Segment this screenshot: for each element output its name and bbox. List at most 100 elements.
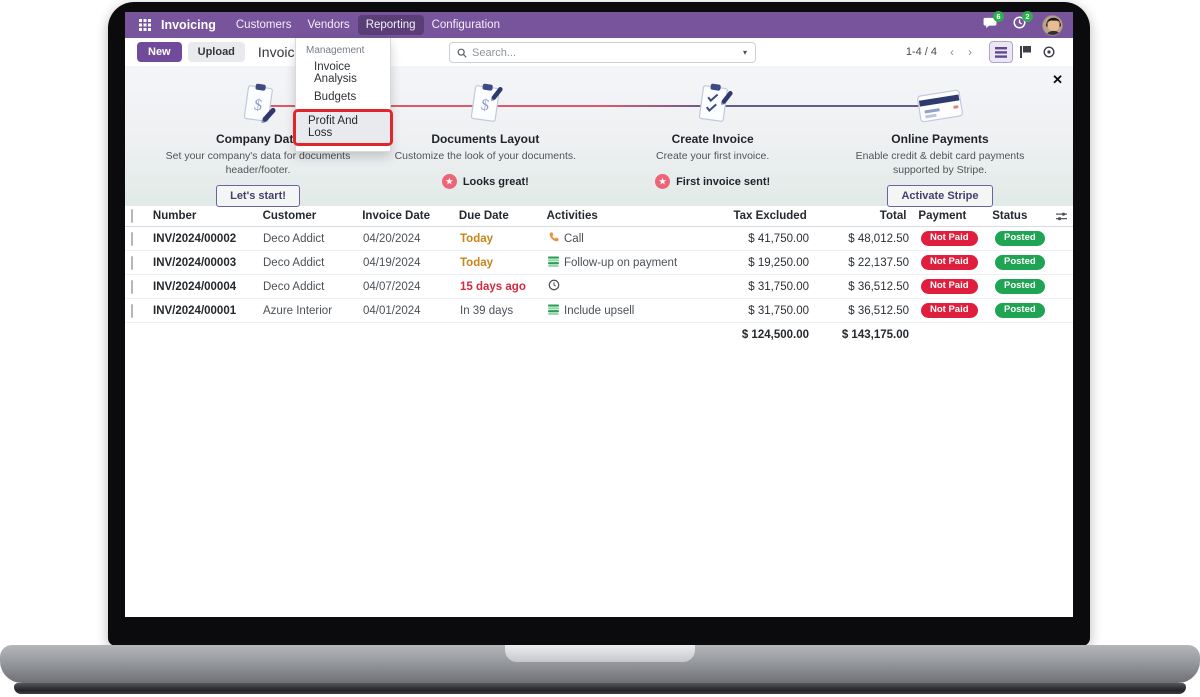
nav-menu-reporting[interactable]: Reporting <box>357 15 424 35</box>
search-caret-down-icon[interactable]: ▾ <box>742 48 747 57</box>
column-header-invoice-date[interactable]: Invoice Date <box>362 210 430 222</box>
step-title: Online Payments <box>891 132 989 146</box>
activity-cell[interactable]: Follow-up on payment <box>548 255 688 270</box>
app-name[interactable]: Invoicing <box>161 18 216 32</box>
invoice-date: 04/07/2024 <box>363 280 421 293</box>
star-icon: ★ <box>655 174 671 190</box>
reporting-dropdown-menu: Management Invoice Analysis Budgets Prof… <box>293 38 393 152</box>
annotation-highlight-box: Profit And Loss <box>293 109 393 146</box>
column-header-customer[interactable]: Customer <box>262 210 317 222</box>
new-button[interactable]: New <box>137 42 182 62</box>
activities-button[interactable]: 2 <box>1013 11 1033 34</box>
column-header-number[interactable]: Number <box>152 210 197 222</box>
table-row[interactable]: INV/2024/00002 Deco Addict 04/20/2024 To… <box>125 227 1073 251</box>
total: $ 22,137.50 <box>848 256 909 269</box>
onboarding-step-online-payments: Online Payments Enable credit & debit ca… <box>831 79 1049 207</box>
step-done-label: Looks great! <box>462 175 529 188</box>
user-avatar[interactable] <box>1042 14 1063 36</box>
column-header-payment[interactable]: Payment <box>918 210 967 222</box>
close-icon[interactable]: ✕ <box>1052 72 1063 87</box>
column-header-due-date[interactable]: Due Date <box>458 210 509 222</box>
due-date: 15 days ago <box>460 280 526 293</box>
pager-next-chevron-icon[interactable]: › <box>968 45 972 59</box>
pager: 1-4 / 4 ‹ › <box>906 42 979 62</box>
step-title: Company Data <box>215 132 301 146</box>
column-header-status[interactable]: Status <box>992 210 1028 222</box>
customer: Deco Addict <box>263 280 325 293</box>
star-icon: ★ <box>441 174 457 190</box>
status-badge: Posted <box>995 230 1045 247</box>
messages-icon <box>983 16 997 34</box>
activate-stripe-button[interactable]: Activate Stripe <box>887 184 993 207</box>
status-badge: Posted <box>995 254 1045 271</box>
search-bar[interactable]: ▾ <box>449 42 756 63</box>
phone-icon <box>548 231 559 246</box>
column-header-total[interactable]: Total <box>879 210 907 222</box>
table-row[interactable]: INV/2024/00003 Deco Addict 04/19/2024 To… <box>125 251 1073 275</box>
step-description: Customize the look of your documents. <box>394 150 577 162</box>
activity-cell[interactable]: Call <box>548 231 688 246</box>
invoice-list: Number Customer Invoice Date Due Date Ac… <box>125 206 1073 347</box>
activity-cell[interactable] <box>548 279 688 294</box>
onboarding-step-create-invoice: Create Invoice Create your first invoice… <box>604 79 822 207</box>
list-view-icon[interactable] <box>989 41 1013 63</box>
step-description: Create your first invoice. <box>656 150 770 162</box>
select-all-checkbox[interactable] <box>131 209 133 223</box>
row-checkbox[interactable] <box>131 303 133 318</box>
row-checkbox[interactable] <box>131 279 133 294</box>
column-header-tax-excluded[interactable]: Tax Excluded <box>733 210 807 222</box>
invoice-number: INV/2024/00003 <box>153 256 237 269</box>
activity-cell[interactable]: Include upsell <box>548 303 688 318</box>
kanban-view-icon[interactable] <box>1013 41 1037 63</box>
nav-menu-configuration[interactable]: Configuration <box>431 19 500 31</box>
tax-excluded: $ 31,750.00 <box>748 304 809 317</box>
laptop-bezel: Invoicing Customers Vendors Reporting Co… <box>108 2 1090 646</box>
invoice-number: INV/2024/00002 <box>153 232 237 245</box>
nav-menu-vendors[interactable]: Vendors <box>307 19 350 31</box>
laptop-base <box>0 645 1200 683</box>
messages-button[interactable]: 6 <box>983 11 1004 34</box>
activity-list-icon <box>548 303 559 318</box>
activity-view-icon[interactable] <box>1037 41 1061 63</box>
step-done-status: ★ Looks great! <box>441 174 529 190</box>
svg-text:$: $ <box>480 96 490 114</box>
customer: Azure Interior <box>263 304 333 317</box>
activity-clock-icon <box>1013 16 1026 34</box>
due-date: In 39 days <box>460 304 514 317</box>
pager-range: 1-4 / 4 <box>905 46 937 58</box>
control-panel: New Upload Invoices ⚙ ▾ 1-4 / 4 ‹ › <box>125 38 1073 66</box>
invoice-number: INV/2024/00001 <box>153 304 237 317</box>
due-date: Today <box>460 232 494 245</box>
row-checkbox[interactable] <box>131 231 133 246</box>
apps-grid-icon[interactable] <box>135 19 155 31</box>
activity-label: Include upsell <box>564 304 635 317</box>
total-amount: $ 143,175.00 <box>841 329 909 341</box>
table-row[interactable]: INV/2024/00001 Azure Interior 04/01/2024… <box>125 299 1073 323</box>
activity-label: Call <box>564 232 584 245</box>
step-connector-line <box>253 105 945 107</box>
status-badge: Posted <box>995 278 1045 295</box>
payment-status-badge: Not Paid <box>921 302 978 319</box>
menu-item-budgets[interactable]: Budgets <box>314 91 357 103</box>
pager-previous-chevron-icon[interactable]: ‹ <box>950 45 954 59</box>
search-icon <box>457 48 467 58</box>
upload-button[interactable]: Upload <box>187 42 245 62</box>
lets-start-button[interactable]: Let's start! <box>216 184 300 207</box>
menu-item-profit-and-loss[interactable]: Profit And Loss <box>296 112 390 143</box>
status-badge: Posted <box>995 302 1045 319</box>
nav-menu-customers[interactable]: Customers <box>235 19 292 31</box>
search-input[interactable] <box>472 46 735 59</box>
column-header-activities[interactable]: Activities <box>546 210 598 222</box>
step-done-status: ★ First invoice sent! <box>655 174 771 190</box>
svg-text:$: $ <box>253 96 263 114</box>
menu-item-invoice-analysis[interactable]: Invoice Analysis <box>314 61 357 85</box>
step-done-label: First invoice sent! <box>676 175 771 188</box>
row-checkbox[interactable] <box>131 255 133 270</box>
table-row[interactable]: INV/2024/00004 Deco Addict 04/07/2024 15… <box>125 275 1073 299</box>
top-navbar: Invoicing Customers Vendors Reporting Co… <box>125 11 1073 38</box>
activity-label: Follow-up on payment <box>564 256 678 269</box>
document-dollar-icon: $ <box>149 79 367 132</box>
optional-columns-icon[interactable] <box>1056 211 1067 222</box>
onboarding-banner: ✕ $ <box>125 66 1073 207</box>
payment-status-badge: Not Paid <box>921 278 978 295</box>
